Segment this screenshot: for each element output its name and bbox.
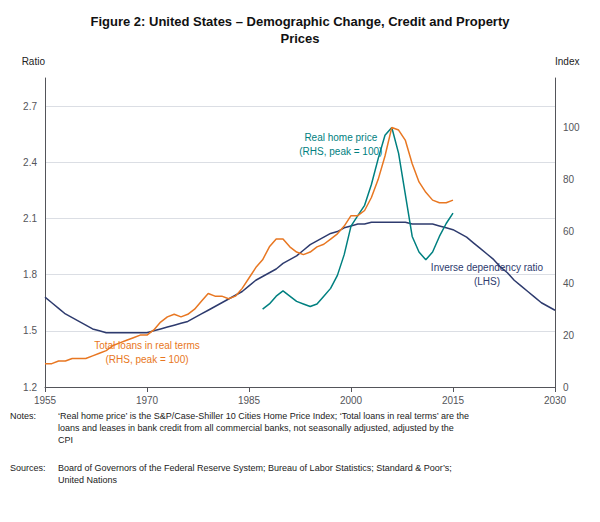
svg-text:Board of Governors of the Fede: Board of Governors of the Federal Reserv… <box>58 463 452 473</box>
svg-text:1.8: 1.8 <box>23 269 37 280</box>
svg-text:20: 20 <box>563 330 575 341</box>
svg-text:2.1: 2.1 <box>23 213 37 224</box>
svg-text:2015: 2015 <box>442 395 465 406</box>
svg-text:2.4: 2.4 <box>23 157 37 168</box>
svg-text:(LHS): (LHS) <box>474 276 500 287</box>
svg-text:2030: 2030 <box>544 395 567 406</box>
svg-text:1970: 1970 <box>136 395 159 406</box>
svg-text:Notes:: Notes: <box>10 411 36 421</box>
svg-text:1.5: 1.5 <box>23 325 37 336</box>
svg-text:CPI: CPI <box>58 435 73 445</box>
svg-text:2000: 2000 <box>340 395 363 406</box>
svg-text:United Nations: United Nations <box>58 475 118 485</box>
svg-text:40: 40 <box>563 278 575 289</box>
svg-text:80: 80 <box>563 174 575 185</box>
svg-text:1.2: 1.2 <box>23 382 37 393</box>
svg-text:2.7: 2.7 <box>23 101 37 112</box>
svg-text:loans and leases in bank credi: loans and leases in bank credit from all… <box>58 423 454 433</box>
svg-text:Ratio: Ratio <box>22 56 46 67</box>
svg-text:(RHS, peak = 100): (RHS, peak = 100) <box>299 146 382 157</box>
svg-text:1985: 1985 <box>238 395 261 406</box>
svg-text:Figure 2: United States – Demo: Figure 2: United States – Demographic Ch… <box>91 14 511 29</box>
svg-text:Sources:: Sources: <box>10 463 46 473</box>
svg-text:Index: Index <box>555 56 579 67</box>
svg-text:Real home price: Real home price <box>304 132 377 143</box>
svg-text:1955: 1955 <box>34 395 57 406</box>
svg-text:Total loans in real terms: Total loans in real terms <box>94 340 200 351</box>
svg-text:0: 0 <box>563 382 569 393</box>
svg-text:(RHS, peak = 100): (RHS, peak = 100) <box>105 354 188 365</box>
svg-text:Inverse dependency ratio: Inverse dependency ratio <box>431 262 544 273</box>
svg-text:60: 60 <box>563 226 575 237</box>
svg-text:Prices: Prices <box>280 31 319 46</box>
svg-text:100: 100 <box>563 122 580 133</box>
svg-text:‘Real home price’ is the S&P/C: ‘Real home price’ is the S&P/Case-Shille… <box>58 411 469 421</box>
